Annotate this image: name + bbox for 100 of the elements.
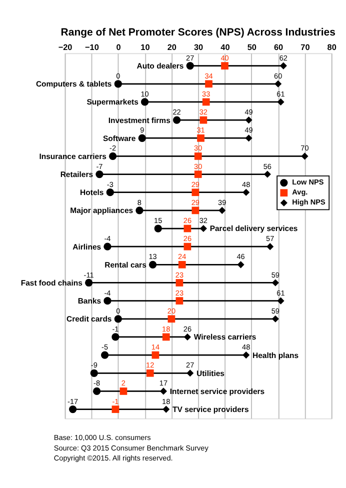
point	[112, 406, 120, 413]
point	[245, 134, 252, 142]
data-label: 59	[271, 270, 280, 280]
point	[104, 297, 112, 305]
legend-label: Low NPS	[292, 178, 324, 187]
data-label: 48	[242, 180, 250, 189]
data-label: 32	[199, 108, 208, 117]
point	[162, 333, 170, 341]
point	[176, 279, 184, 286]
point	[162, 406, 170, 413]
x-tick-label: −20	[58, 42, 73, 52]
data-label: 20	[167, 306, 176, 316]
point	[186, 370, 194, 377]
data-label: 62	[279, 53, 288, 62]
point	[106, 188, 114, 196]
point	[160, 388, 167, 395]
data-label: -9	[90, 360, 98, 370]
data-label: 22	[172, 108, 181, 117]
point	[68, 405, 77, 414]
point	[272, 315, 279, 322]
x-tick-label: 20	[167, 42, 177, 52]
data-label: 29	[191, 198, 200, 207]
data-label: 0	[116, 71, 120, 80]
data-label: 70	[300, 144, 309, 153]
x-tick-label: 10	[140, 42, 150, 52]
x-tick-label: 80	[327, 42, 337, 52]
point	[266, 243, 274, 250]
point	[184, 242, 192, 250]
point	[205, 80, 212, 88]
x-tick-label: −10	[84, 42, 100, 52]
point	[277, 98, 284, 106]
data-label: 57	[266, 234, 274, 244]
data-label: -4	[104, 288, 111, 298]
point	[184, 333, 191, 341]
x-tick-label: 40	[220, 42, 230, 52]
data-label: 23	[175, 288, 184, 298]
data-label: 27	[186, 53, 194, 62]
data-label: 59	[271, 306, 280, 316]
point	[197, 134, 204, 142]
data-label: 18	[162, 324, 170, 334]
data-label: 30	[194, 162, 202, 171]
data-label: 30	[194, 144, 202, 153]
data-label: -4	[104, 234, 111, 244]
data-label: 0	[116, 306, 120, 316]
point	[218, 206, 226, 214]
data-label: 31	[196, 126, 205, 135]
data-label: -3	[106, 180, 114, 189]
point	[194, 152, 202, 160]
data-label: 32	[199, 216, 208, 226]
point	[154, 224, 162, 232]
data-label: 48	[242, 342, 250, 352]
data-label: 13	[148, 252, 157, 262]
point	[194, 170, 202, 178]
point	[114, 315, 122, 323]
point	[172, 116, 181, 124]
x-tick-label: 0	[116, 42, 122, 52]
data-label: 56	[263, 162, 272, 171]
point	[136, 206, 144, 214]
point	[96, 170, 104, 178]
data-label: -1	[112, 324, 119, 334]
data-label: 33	[202, 89, 210, 98]
point	[264, 170, 271, 178]
data-label: -17	[68, 396, 78, 406]
point	[146, 369, 154, 377]
point	[274, 80, 282, 88]
x-tick-label: 60	[274, 42, 284, 52]
data-label: 15	[154, 216, 162, 226]
point	[152, 351, 160, 359]
point	[148, 260, 157, 268]
point	[100, 351, 109, 359]
point	[184, 224, 192, 232]
point	[200, 116, 208, 124]
point	[280, 62, 287, 70]
chart-title: Range of Net Promoter Scores (NPS) Across Industries	[60, 27, 336, 38]
data-label: 29	[191, 180, 200, 189]
x-tick-label: 70	[300, 42, 310, 52]
data-label: 46	[236, 252, 245, 262]
point	[114, 80, 122, 88]
data-label: 8	[137, 198, 142, 207]
point	[168, 315, 176, 323]
data-label: 12	[146, 360, 154, 370]
legend-label: High NPS	[292, 198, 326, 207]
data-label: -8	[94, 378, 100, 388]
data-label: -1	[112, 396, 119, 406]
point	[108, 152, 117, 160]
x-tick-label: 50	[247, 42, 257, 52]
data-label: 26	[183, 324, 192, 334]
point	[202, 98, 210, 106]
data-label: 14	[151, 342, 160, 352]
data-label: 24	[178, 252, 186, 262]
point	[92, 387, 101, 396]
data-label: 17	[159, 378, 168, 388]
data-label: 34	[204, 71, 213, 80]
point	[178, 260, 186, 268]
data-label: 49	[244, 126, 253, 135]
data-label: 2	[121, 378, 126, 388]
data-label: -2	[110, 144, 116, 153]
text: Base: 10,000 U.S. consumers	[54, 433, 152, 442]
source-note: Source: Q3 2015 Consumer Benchmark Survey	[54, 443, 209, 452]
legend-label: Avg.	[292, 188, 308, 197]
